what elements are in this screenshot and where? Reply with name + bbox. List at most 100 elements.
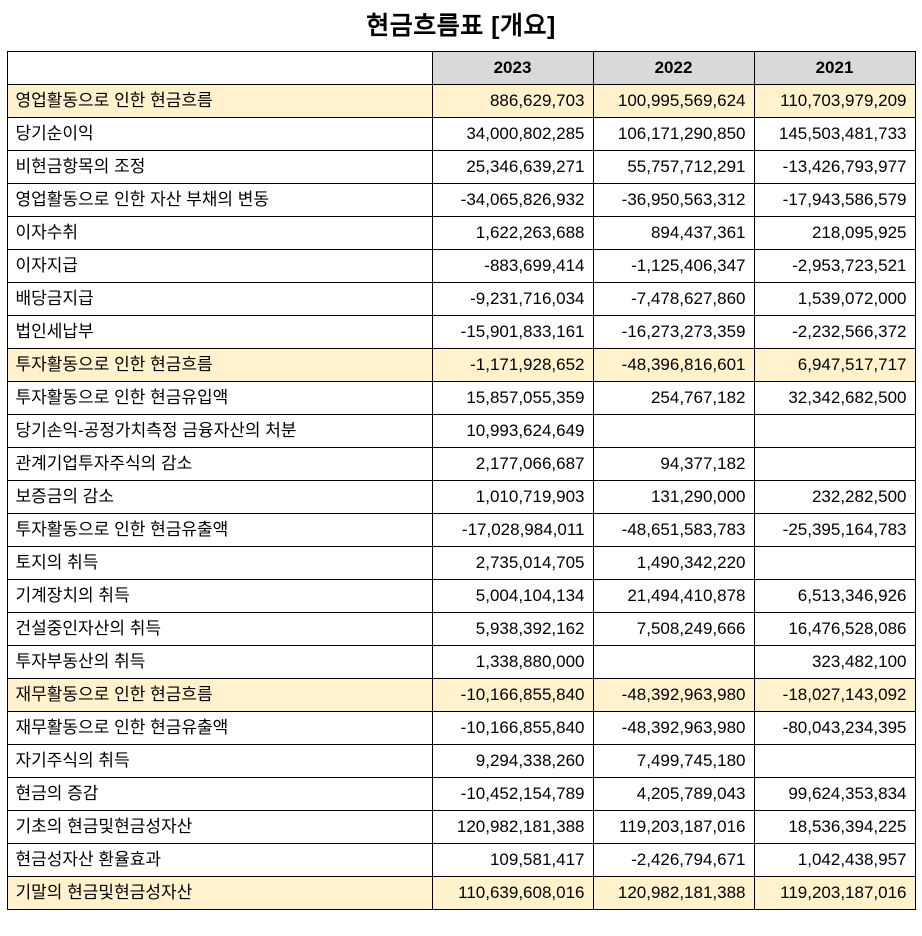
row-value: -18,027,143,092: [753, 678, 916, 712]
row-value: 5,938,392,162: [431, 612, 594, 646]
row-value: 25,346,639,271: [431, 150, 594, 184]
row-value: 34,000,802,285: [431, 117, 594, 151]
row-value: [592, 645, 755, 679]
row-value: 1,539,072,000: [753, 282, 916, 316]
row-value: 120,982,181,388: [592, 876, 755, 910]
row-value: [592, 414, 755, 448]
row-value: -34,065,826,932: [431, 183, 594, 217]
row-value: 109,581,417: [431, 843, 594, 877]
table-row: 관계기업투자주식의 감소 2,177,066,687 94,377,182: [6, 447, 916, 481]
row-label: 재무활동으로 인한 현금흐름: [6, 678, 433, 712]
table-row: 건설중인자산의 취득 5,938,392,162 7,508,249,666 16,4…: [6, 612, 916, 646]
row-label: 영업활동으로 인한 현금흐름: [6, 84, 433, 118]
row-value: -25,395,164,783: [753, 513, 916, 547]
table-row: 비현금항목의 조정 25,346,639,271 55,757,712,291 -13…: [6, 150, 916, 184]
row-value: -15,901,833,161: [431, 315, 594, 349]
table-row: 현금성자산 환율효과 109,581,417 -2,426,794,671 1,042…: [6, 843, 916, 877]
row-value: -17,943,586,579: [753, 183, 916, 217]
cash-flow-page: 현금흐름표 [개요] 2023 2022 2021 영업활동으로 인한 현금흐름…: [6, 12, 916, 910]
row-label: 당기손익-공정가치측정 금융자산의 처분: [6, 414, 433, 448]
row-value: 106,171,290,850: [592, 117, 755, 151]
header-year-2022: 2022: [592, 51, 755, 85]
row-label: 비현금항목의 조정: [6, 150, 433, 184]
row-value: -13,426,793,977: [753, 150, 916, 184]
row-value: 6,513,346,926: [753, 579, 916, 613]
row-value: -80,043,234,395: [753, 711, 916, 745]
table-row: 당기손익-공정가치측정 금융자산의 처분 10,993,624,649: [6, 414, 916, 448]
row-label: 투자부동산의 취득: [6, 645, 433, 679]
row-value: -48,392,963,980: [592, 678, 755, 712]
row-value: 15,857,055,359: [431, 381, 594, 415]
row-value: 110,639,608,016: [431, 876, 594, 910]
header-row: 2023 2022 2021: [6, 51, 916, 85]
row-label: 당기순이익: [6, 117, 433, 151]
table-row: 영업활동으로 인한 현금흐름 886,629,703 100,995,569,624…: [6, 84, 916, 118]
row-value: 119,203,187,016: [592, 810, 755, 844]
row-value: 55,757,712,291: [592, 150, 755, 184]
page-title: 현금흐름표 [개요]: [366, 12, 556, 40]
row-value: 119,203,187,016: [753, 876, 916, 910]
row-label: 배당금지급: [6, 282, 433, 316]
row-label: 투자활동으로 인한 현금유입액: [6, 381, 433, 415]
row-label: 건설중인자산의 취득: [6, 612, 433, 646]
row-value: [753, 414, 916, 448]
row-label: 기말의 현금및현금성자산: [6, 876, 433, 910]
row-label: 현금의 증감: [6, 777, 433, 811]
row-label: 현금성자산 환율효과: [6, 843, 433, 877]
header-year-2023: 2023: [431, 51, 594, 85]
row-label: 투자활동으로 인한 현금흐름: [6, 348, 433, 382]
row-value: 5,004,104,134: [431, 579, 594, 613]
table-row: 재무활동으로 인한 현금흐름 -10,166,855,840 -48,392,963…: [6, 678, 916, 712]
row-value: 94,377,182: [592, 447, 755, 481]
row-value: -10,452,154,789: [431, 777, 594, 811]
row-value: 2,177,066,687: [431, 447, 594, 481]
row-value: 110,703,979,209: [753, 84, 916, 118]
row-value: -48,392,963,980: [592, 711, 755, 745]
row-value: 9,294,338,260: [431, 744, 594, 778]
table-row: 기초의 현금및현금성자산 120,982,181,388 119,203,187,0…: [6, 810, 916, 844]
row-label: 자기주식의 취득: [6, 744, 433, 778]
row-value: -1,125,406,347: [592, 249, 755, 283]
row-value: 18,536,394,225: [753, 810, 916, 844]
row-value: -2,426,794,671: [592, 843, 755, 877]
table-row: 이자수취 1,622,263,688 894,437,361 218,095,925: [6, 216, 916, 250]
row-value: 16,476,528,086: [753, 612, 916, 646]
table-row: 이자지급 -883,699,414 -1,125,406,347 -2,953,723…: [6, 249, 916, 283]
row-value: -883,699,414: [431, 249, 594, 283]
row-value: 145,503,481,733: [753, 117, 916, 151]
table-row: 투자부동산의 취득 1,338,880,000 323,482,100: [6, 645, 916, 679]
row-value: 32,342,682,500: [753, 381, 916, 415]
row-label: 투자활동으로 인한 현금유출액: [6, 513, 433, 547]
row-value: 99,624,353,834: [753, 777, 916, 811]
row-value: 894,437,361: [592, 216, 755, 250]
row-value: -48,396,816,601: [592, 348, 755, 382]
header-year-2021: 2021: [753, 51, 916, 85]
table-row: 투자활동으로 인한 현금흐름 -1,171,928,652 -48,396,816,…: [6, 348, 916, 382]
row-label: 이자지급: [6, 249, 433, 283]
row-value: 100,995,569,624: [592, 84, 755, 118]
row-label: 관계기업투자주식의 감소: [6, 447, 433, 481]
row-value: -9,231,716,034: [431, 282, 594, 316]
row-value: -1,171,928,652: [431, 348, 594, 382]
table-row: 기말의 현금및현금성자산 110,639,608,016 120,982,181,3…: [6, 876, 916, 910]
row-value: 7,499,745,180: [592, 744, 755, 778]
row-label: 이자수취: [6, 216, 433, 250]
row-value: -48,651,583,783: [592, 513, 755, 547]
table-row: 배당금지급 -9,231,716,034 -7,478,627,860 1,539,0…: [6, 282, 916, 316]
row-value: -2,232,566,372: [753, 315, 916, 349]
cash-flow-table: 2023 2022 2021 영업활동으로 인한 현금흐름 886,629,703…: [6, 51, 916, 910]
table-row: 당기순이익 34,000,802,285 106,171,290,850 145,50…: [6, 117, 916, 151]
row-value: 323,482,100: [753, 645, 916, 679]
row-value: -16,273,273,359: [592, 315, 755, 349]
row-label: 법인세납부: [6, 315, 433, 349]
table-row: 기계장치의 취득 5,004,104,134 21,494,410,878 6,513…: [6, 579, 916, 613]
table-row: 보증금의 감소 1,010,719,903 131,290,000 232,282,5…: [6, 480, 916, 514]
row-value: -10,166,855,840: [431, 711, 594, 745]
row-value: 232,282,500: [753, 480, 916, 514]
table-body: 영업활동으로 인한 현금흐름 886,629,703 100,995,569,624…: [6, 84, 916, 910]
row-value: 131,290,000: [592, 480, 755, 514]
row-value: 21,494,410,878: [592, 579, 755, 613]
row-value: 2,735,014,705: [431, 546, 594, 580]
row-value: -17,028,984,011: [431, 513, 594, 547]
row-label: 보증금의 감소: [6, 480, 433, 514]
